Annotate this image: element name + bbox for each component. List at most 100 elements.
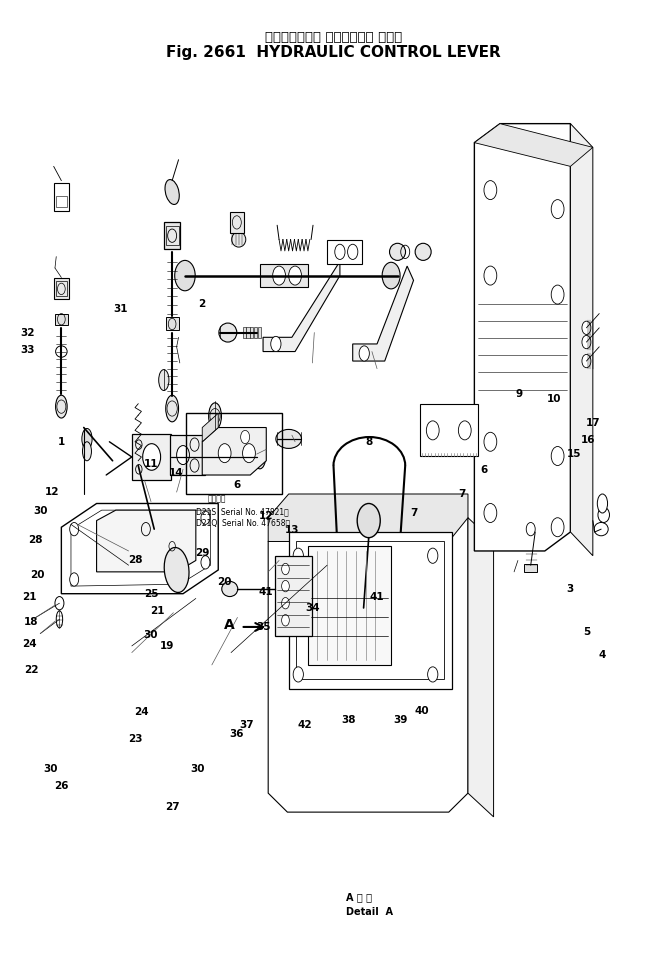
Polygon shape: [353, 266, 414, 361]
Circle shape: [348, 244, 358, 260]
Bar: [246, 327, 249, 338]
Text: A: A: [223, 618, 235, 632]
Polygon shape: [263, 262, 340, 352]
Text: 38: 38: [341, 715, 356, 725]
Ellipse shape: [598, 508, 610, 522]
Circle shape: [175, 261, 195, 291]
Circle shape: [281, 563, 289, 575]
Text: 23: 23: [128, 734, 142, 744]
Circle shape: [582, 321, 591, 334]
Text: 32: 32: [20, 328, 35, 337]
Circle shape: [428, 548, 438, 563]
Circle shape: [382, 263, 400, 289]
Ellipse shape: [165, 395, 179, 422]
Text: 40: 40: [415, 705, 429, 715]
Bar: [229, 212, 244, 233]
Polygon shape: [268, 517, 468, 812]
Bar: [53, 182, 69, 211]
Circle shape: [143, 444, 161, 470]
Bar: [55, 196, 67, 207]
Text: 7: 7: [410, 508, 418, 518]
Polygon shape: [61, 504, 218, 594]
Text: 10: 10: [547, 394, 562, 404]
Text: 24: 24: [22, 639, 37, 649]
Text: 11: 11: [144, 458, 158, 469]
Bar: [243, 327, 245, 338]
Bar: [165, 318, 179, 329]
Text: 適用号機: 適用号機: [207, 494, 226, 503]
Text: 6: 6: [480, 465, 488, 475]
Text: 42: 42: [297, 720, 312, 730]
Bar: [308, 547, 391, 665]
Ellipse shape: [390, 243, 406, 261]
Text: 21: 21: [22, 591, 37, 602]
Bar: [327, 240, 362, 265]
Ellipse shape: [209, 403, 221, 429]
Ellipse shape: [83, 442, 91, 461]
Text: 39: 39: [394, 715, 408, 725]
Circle shape: [551, 285, 564, 304]
Circle shape: [201, 556, 210, 569]
Text: 5: 5: [583, 627, 590, 637]
Circle shape: [582, 355, 591, 367]
Ellipse shape: [415, 243, 431, 261]
Text: 20: 20: [217, 578, 232, 587]
Bar: [165, 226, 179, 245]
Bar: [254, 327, 257, 338]
Circle shape: [551, 517, 564, 537]
Bar: [55, 314, 68, 325]
Polygon shape: [474, 124, 593, 167]
Circle shape: [358, 504, 380, 538]
Ellipse shape: [55, 346, 67, 358]
Bar: [420, 404, 478, 456]
Text: 33: 33: [20, 345, 35, 355]
Ellipse shape: [55, 395, 67, 418]
Circle shape: [289, 266, 301, 285]
Text: 16: 16: [581, 435, 596, 445]
Circle shape: [218, 444, 231, 462]
Bar: [275, 556, 311, 637]
Bar: [164, 223, 181, 249]
Ellipse shape: [276, 429, 301, 449]
Text: 19: 19: [160, 641, 174, 651]
Ellipse shape: [254, 445, 265, 469]
Circle shape: [177, 446, 189, 464]
Ellipse shape: [598, 494, 608, 513]
Text: 28: 28: [29, 535, 43, 545]
Text: 17: 17: [586, 418, 600, 427]
Circle shape: [582, 335, 591, 349]
Circle shape: [458, 421, 471, 440]
Text: 30: 30: [43, 765, 58, 774]
Circle shape: [551, 447, 564, 465]
Text: Fig. 2661  HYDRAULIC CONTROL LEVER: Fig. 2661 HYDRAULIC CONTROL LEVER: [166, 45, 501, 60]
Circle shape: [271, 336, 281, 352]
Bar: [260, 265, 308, 287]
Bar: [53, 278, 69, 299]
Bar: [258, 327, 261, 338]
Polygon shape: [268, 494, 468, 542]
Text: 37: 37: [239, 720, 254, 730]
Circle shape: [293, 548, 303, 563]
Text: 14: 14: [169, 468, 184, 478]
Circle shape: [201, 511, 210, 524]
Polygon shape: [202, 414, 218, 442]
Ellipse shape: [231, 232, 245, 247]
Ellipse shape: [82, 428, 92, 450]
Polygon shape: [474, 124, 570, 551]
Text: 6: 6: [234, 480, 241, 489]
Text: 30: 30: [191, 765, 205, 774]
Text: ハイドロリック コントロール レバー: ハイドロリック コントロール レバー: [265, 31, 402, 44]
Circle shape: [273, 266, 285, 285]
Text: 12: 12: [45, 487, 59, 497]
Text: 31: 31: [113, 304, 128, 314]
Text: 4: 4: [599, 650, 606, 661]
Text: 30: 30: [144, 630, 158, 640]
Text: 24: 24: [134, 707, 149, 717]
Circle shape: [241, 430, 249, 444]
Circle shape: [484, 266, 497, 285]
Circle shape: [335, 244, 345, 260]
Circle shape: [69, 573, 79, 586]
Ellipse shape: [221, 581, 237, 597]
Text: 28: 28: [128, 555, 142, 566]
Circle shape: [359, 346, 370, 361]
